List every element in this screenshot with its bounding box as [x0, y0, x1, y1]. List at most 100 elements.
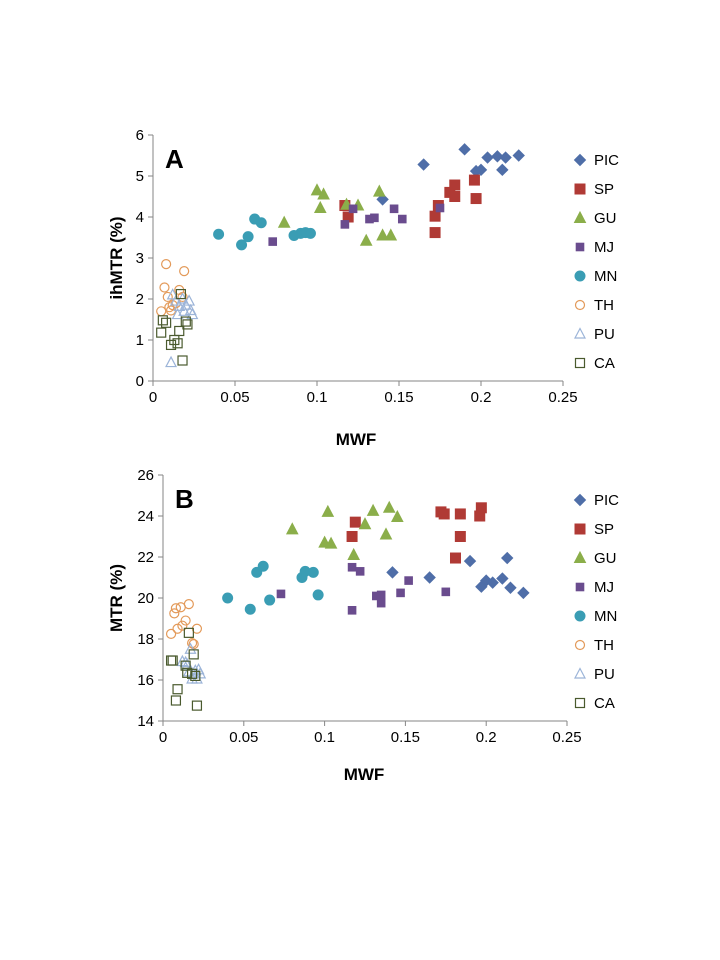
point-pu — [189, 663, 202, 676]
panel-label: B — [175, 484, 194, 514]
point-mn — [257, 560, 269, 572]
point-th — [162, 291, 173, 303]
point-pic — [504, 581, 517, 594]
legend-label-gu: GU — [594, 210, 617, 227]
x-tick-label: 0.2 — [476, 729, 497, 746]
point-pic — [512, 149, 525, 162]
point-mj — [347, 562, 357, 572]
y-tick-label: 18 — [137, 631, 154, 648]
legend-label-sp: SP — [594, 181, 614, 198]
point-ca — [180, 316, 191, 327]
legend-marker-gu — [573, 210, 587, 223]
point-mj — [355, 567, 365, 576]
y-tick-label: 0 — [136, 373, 144, 390]
point-gu — [379, 527, 393, 540]
x-tick-label: 0.25 — [548, 389, 577, 406]
legend-label-pu: PU — [594, 326, 615, 343]
point-mn — [264, 594, 276, 606]
point-pu — [186, 307, 199, 320]
point-mn — [213, 228, 225, 240]
point-pic — [386, 566, 399, 579]
point-pic — [499, 151, 512, 164]
y-tick-label: 5 — [136, 168, 144, 185]
x-tick-label: 0 — [149, 389, 157, 406]
point-mj — [376, 598, 386, 608]
point-gu — [277, 215, 291, 228]
point-ca — [172, 338, 183, 349]
point-gu — [366, 503, 380, 516]
point-pu — [165, 355, 178, 368]
legend-marker-sp — [574, 183, 586, 195]
point-pic — [463, 554, 477, 568]
point-mj — [268, 237, 278, 246]
point-ca — [172, 684, 183, 695]
x-axis-title: MWF — [344, 765, 385, 784]
point-mj — [441, 587, 451, 597]
legend-label-ca: CA — [594, 695, 615, 712]
point-sp — [438, 508, 450, 520]
point-ca — [174, 325, 185, 337]
chart-b: B MWF MTR (%) 0 0.05 0.1 0.15 0.2 0.25 14 16 18 2… — [107, 467, 619, 784]
point-pic — [417, 158, 430, 171]
point-sp — [449, 191, 461, 202]
point-th — [170, 603, 182, 614]
legend-marker-th — [574, 299, 586, 311]
point-mj — [276, 589, 286, 599]
point-sp — [468, 174, 480, 186]
legend-label-mj: MJ — [594, 239, 614, 256]
point-sp — [429, 227, 441, 239]
legend-marker-mn — [574, 610, 586, 622]
x-tick-label: 0.1 — [307, 389, 328, 406]
point-gu — [384, 228, 398, 241]
point-gu — [376, 228, 389, 241]
legend-label-gu: GU — [594, 550, 617, 567]
point-mj — [370, 213, 379, 223]
point-gu — [324, 536, 338, 549]
point-pu — [179, 298, 192, 310]
y-tick-label: 24 — [137, 508, 154, 525]
point-gu — [285, 522, 299, 535]
legend-label-mn: MN — [594, 608, 617, 625]
point-pu — [183, 294, 196, 306]
point-pic — [486, 576, 499, 589]
y-axis-title: MTR (%) — [107, 564, 126, 632]
point-sp — [454, 531, 466, 542]
point-pic — [496, 572, 509, 585]
point-ca — [183, 627, 194, 638]
point-th — [156, 306, 167, 317]
point-pic — [517, 586, 530, 600]
point-gu — [310, 183, 324, 196]
point-th — [169, 608, 180, 619]
point-ca — [188, 649, 199, 660]
y-axis-title: ihMTR (%) — [107, 216, 126, 299]
point-ca — [177, 355, 188, 366]
point-pic — [496, 163, 509, 177]
y-tick-label: 22 — [137, 549, 154, 566]
x-tick-label: 0.1 — [314, 729, 335, 746]
legend-label-pic: PIC — [594, 492, 619, 509]
y-tick-label: 6 — [136, 127, 144, 144]
point-ca — [182, 319, 193, 330]
point-pic — [458, 143, 471, 156]
point-th — [165, 628, 177, 639]
point-gu — [347, 547, 361, 560]
legend-label-mj: MJ — [594, 579, 614, 596]
point-gu — [390, 509, 404, 523]
point-sp — [346, 531, 358, 542]
point-ca — [186, 668, 198, 679]
legend-label-pu: PU — [594, 666, 615, 683]
point-ca — [180, 660, 191, 671]
point-mj — [348, 204, 358, 214]
point-gu — [382, 500, 396, 513]
point-ca — [170, 695, 182, 706]
point-th — [180, 615, 191, 626]
point-pu — [166, 288, 179, 300]
legend-marker-sp — [574, 523, 586, 535]
point-sp — [449, 179, 461, 191]
point-mj — [340, 220, 350, 229]
point-th — [179, 266, 190, 277]
legend-marker-pic — [573, 493, 587, 507]
x-tick-label: 0 — [159, 729, 167, 746]
y-tick-label: 2 — [136, 291, 144, 308]
panel-label: A — [165, 144, 184, 174]
